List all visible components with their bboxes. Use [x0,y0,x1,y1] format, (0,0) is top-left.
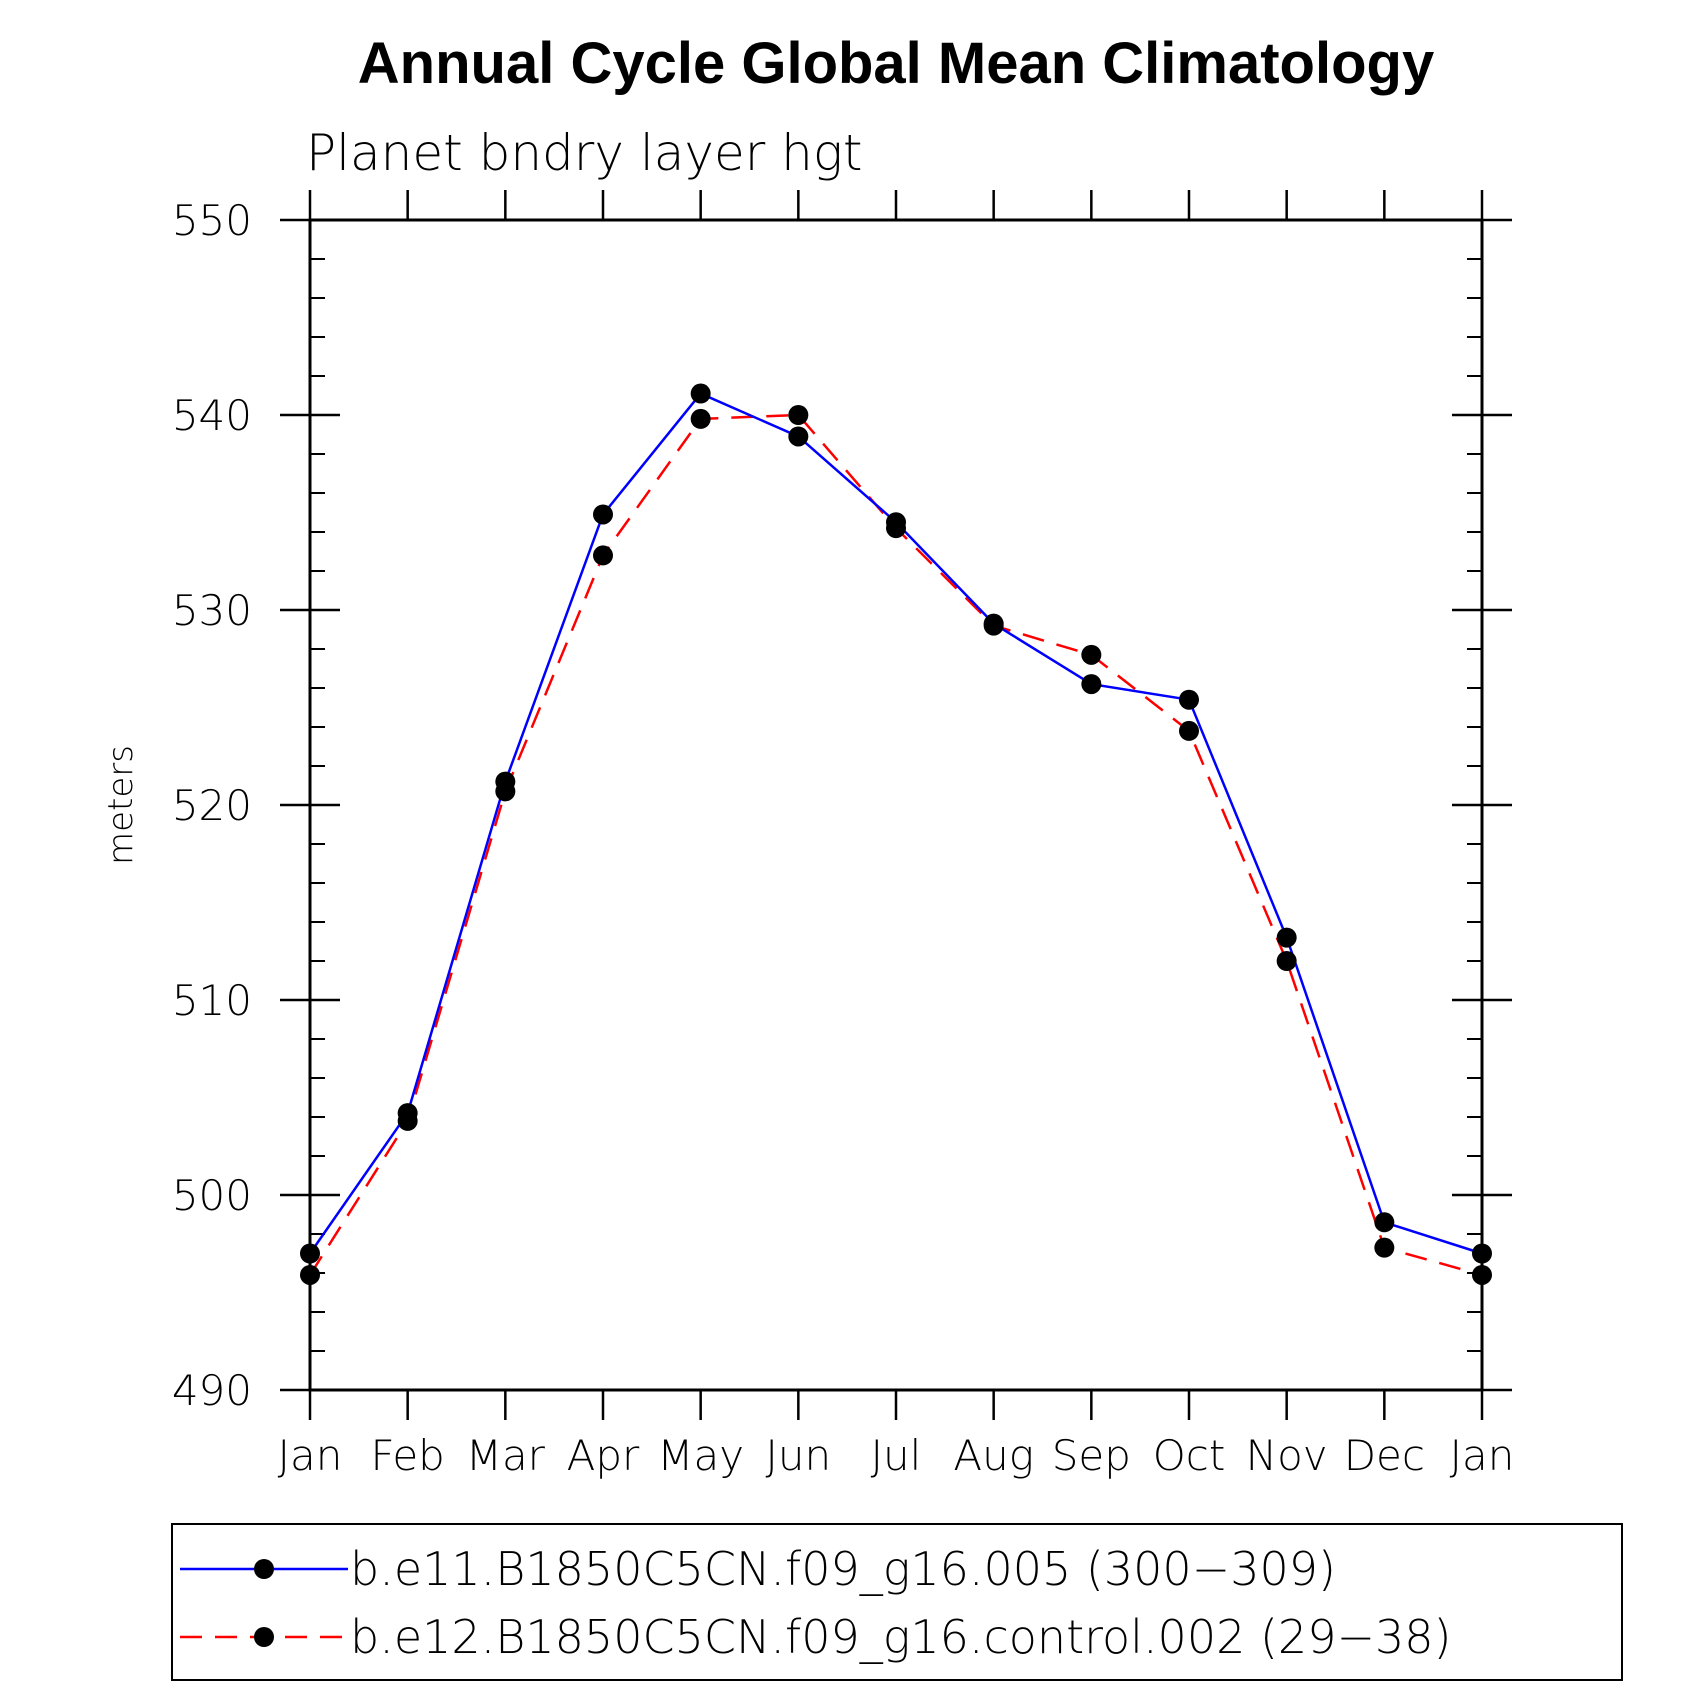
data-point-series-1 [1374,1212,1395,1233]
data-point-series-1 [690,383,711,404]
y-tick-label: 540 [172,391,252,440]
x-tick-label: May [657,1431,744,1480]
y-tick-labels: 490 500 510 520 530 540 550 [172,196,252,1415]
plot-frame [308,218,1484,1392]
x-tick-label: Apr [567,1431,640,1480]
chart-subtitle: Planet bndry layer hgt [306,124,862,182]
legend-marker-series-2 [254,1627,274,1647]
data-point-series-1 [1081,674,1102,695]
legend-box [171,1523,1623,1681]
chart-title: Annual Cycle Global Mean Climatology [358,31,1434,96]
data-point-series-2 [886,518,906,539]
y-tick-label: 490 [172,1366,252,1415]
x-tick-label: Mar [466,1431,546,1480]
data-point-series-2 [1276,951,1297,971]
axis-ticks [280,190,1512,1420]
x-tick-label: Aug [953,1431,1034,1480]
y-tick-label: 510 [172,976,252,1025]
data-point-series-2 [1179,720,1199,741]
data-point-series-2 [1081,644,1102,665]
y-tick-label: 520 [172,781,252,830]
data-point-series-2 [788,405,809,425]
legend-label-series-2: b.e12.B1850C5CN.f09_g16.control.002 (29−… [350,1610,1451,1664]
x-tick-label: Sep [1052,1431,1131,1480]
data-point-series-1 [300,1243,320,1264]
data-point-series-2 [300,1264,320,1285]
x-tick-label: Jun [766,1431,832,1480]
x-tick-label: Dec [1344,1431,1425,1480]
x-tick-label: Jan [1450,1431,1515,1480]
x-tick-label: Jan [278,1431,343,1480]
series-layer [300,383,1492,1285]
data-point-series-2 [1472,1264,1492,1285]
x-tick-labels: Jan Feb Mar Apr May Jun Jul Aug Sep Oct Nov Dec Jan [278,1431,1515,1480]
legend-marker-series-1 [254,1559,274,1579]
legend-label-series-1: b.e11.B1850C5CN.f09_g16.005 (300−309) [350,1542,1336,1596]
data-point-series-1 [788,426,809,447]
x-tick-label: Nov [1246,1431,1328,1480]
x-tick-label: Jul [871,1431,922,1480]
data-point-series-2 [983,615,1004,636]
legend: b.e11.B1850C5CN.f09_g16.005 (300−309) b.… [171,1523,1623,1681]
x-tick-label: Oct [1153,1431,1226,1480]
data-point-series-1 [1276,927,1297,948]
data-point-series-2 [690,408,711,429]
data-point-series-1 [1472,1243,1492,1264]
data-point-series-1 [1179,689,1199,710]
data-point-series-2 [495,781,516,802]
x-tick-label: Feb [370,1431,444,1480]
y-tick-label: 530 [172,586,252,635]
data-point-series-1 [593,504,613,525]
data-point-series-2 [1374,1237,1395,1258]
y-tick-label: 500 [172,1171,252,1220]
data-point-series-2 [593,545,613,566]
y-tick-label: 550 [172,196,252,245]
data-point-series-2 [397,1110,418,1131]
y-axis-label: meters [101,745,141,865]
